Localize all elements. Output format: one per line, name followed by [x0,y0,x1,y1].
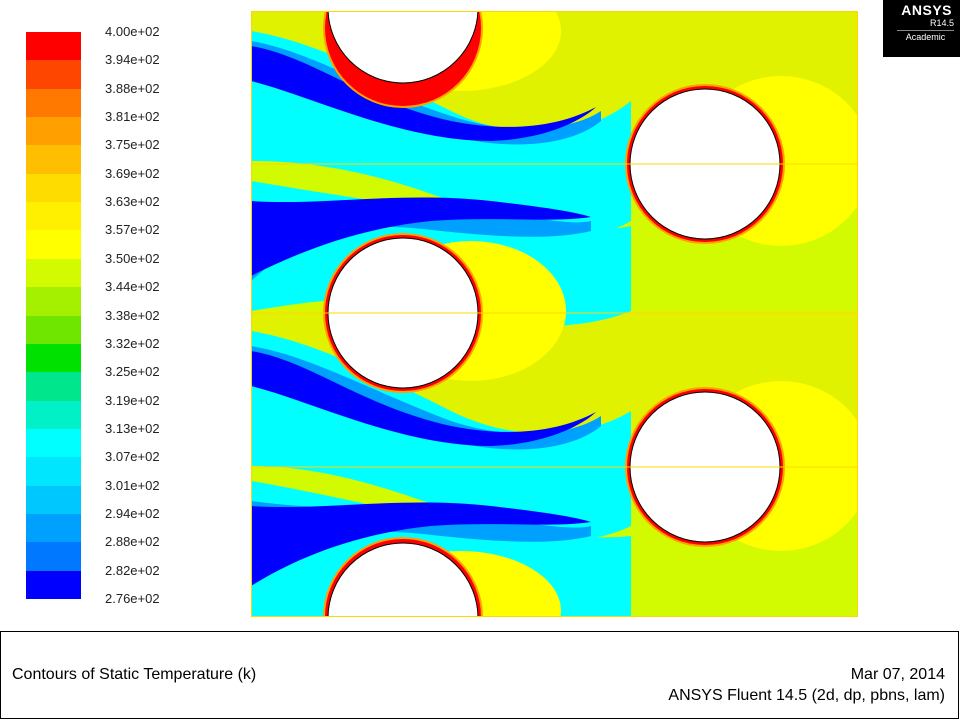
legend-swatch [26,60,81,90]
legend-label: 3.81e+02 [105,109,160,125]
legend-swatch [26,372,81,402]
cold-streak [251,46,596,141]
legend-swatch [26,230,81,260]
legend-label: 3.69e+02 [105,165,160,181]
legend-swatch [26,202,81,231]
legend-swatch [26,513,81,543]
legend-swatch [26,32,81,61]
legend-swatch [26,343,81,373]
tube-cylinder [327,542,479,617]
logo-brand: ANSYS [901,2,952,18]
cold-streak [251,351,596,446]
cold-streak [251,197,591,276]
legend-label: 3.01e+02 [105,477,160,493]
legend-label: 3.13e+02 [105,420,160,436]
legend-swatch [26,457,81,487]
legend-label: 3.50e+02 [105,250,160,266]
color-legend [26,32,81,600]
logo-edition: Academic [897,30,954,43]
legend-label: 2.76e+02 [105,591,160,606]
tube-cylinder [327,11,479,84]
title-block: Contours of Static Temperature (k) Mar 0… [0,631,959,719]
legend-swatch [26,173,81,203]
legend-label: 3.63e+02 [105,194,160,210]
domain-outline [251,11,858,617]
cold-streak [251,502,591,586]
legend-swatch [26,315,81,345]
legend-swatch [26,117,81,146]
legend-label: 3.88e+02 [105,80,160,96]
periodic-boundaries [251,163,858,468]
legend-swatch [26,258,81,288]
legend-swatch [26,570,81,600]
legend-label: 3.25e+02 [105,364,160,380]
solver-info: ANSYS Fluent 14.5 (2d, dp, pbns, lam) [668,687,945,704]
logo-version: R14.5 [929,18,954,28]
legend-swatch [26,428,81,458]
contour-plot [251,11,858,617]
legend-label: 4.00e+02 [105,24,160,39]
legend-label: 2.88e+02 [105,534,160,550]
legend-label: 3.38e+02 [105,307,160,323]
legend-label: 3.32e+02 [105,335,160,351]
legend-swatch [26,145,81,175]
legend-label: 2.82e+02 [105,562,160,578]
legend-swatch [26,542,81,572]
legend-label: 3.19e+02 [105,392,160,408]
legend-label: 2.94e+02 [105,505,160,521]
legend-swatch [26,400,81,430]
legend-label: 3.44e+02 [105,279,160,295]
graphics-window: 4.00e+02 3.94e+02 3.88e+02 3.81e+02 3.75e+02… [26,0,960,617]
plot-title: Contours of Static Temperature (k) [12,666,257,683]
plot-date: Mar 07, 2014 [850,666,945,683]
legend-swatch [26,485,81,515]
legend-label: 3.75e+02 [105,137,160,153]
legend-label: 3.07e+02 [105,449,160,465]
legend-label: 3.57e+02 [105,222,160,238]
legend-swatch [26,88,81,118]
ansys-logo: ANSYS R14.5 Academic [883,0,960,57]
legend-label: 3.94e+02 [105,52,160,68]
tube-cylinders [327,11,781,617]
legend-swatch [26,287,81,316]
